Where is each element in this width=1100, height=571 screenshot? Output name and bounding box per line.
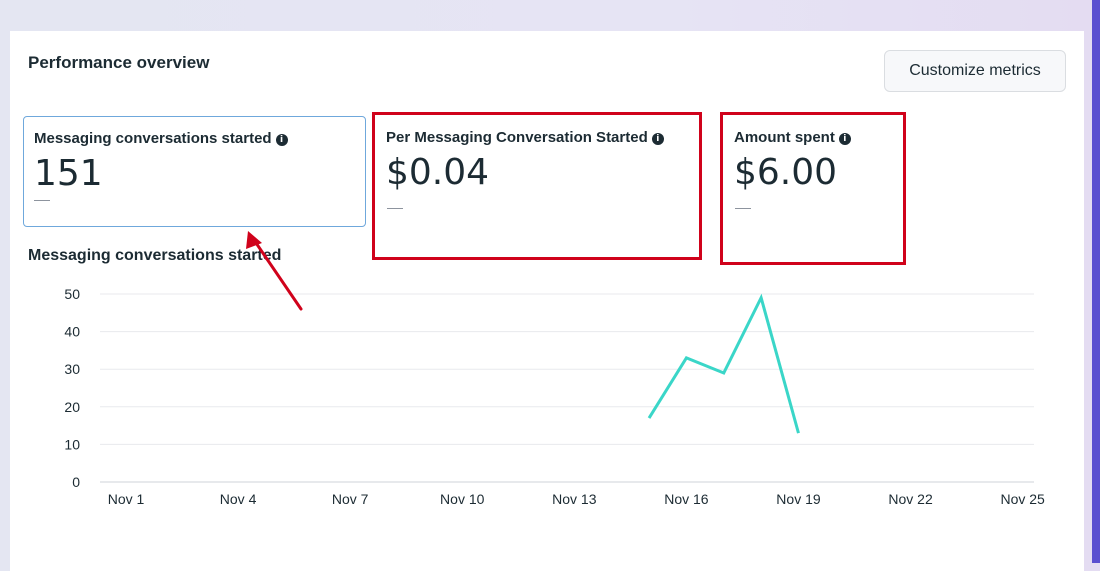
metric-change xyxy=(735,208,751,209)
metric-label: Per Messaging Conversation Started i xyxy=(386,129,664,146)
metric-value: $0.04 xyxy=(386,152,490,193)
y-tick-label: 50 xyxy=(64,286,80,302)
right-edge-strip xyxy=(1092,0,1100,563)
metric-label: Amount spent i xyxy=(734,129,851,146)
x-tick-label: Nov 19 xyxy=(776,491,821,507)
performance-overview-panel: Performance overview Customize metrics M… xyxy=(10,31,1084,571)
page-title: Performance overview xyxy=(28,53,210,72)
metric-card-cost-per-conversation[interactable]: Per Messaging Conversation Started i $0.0… xyxy=(373,112,700,257)
line-chart: 0 10 20 30 40 50 Nov 1 Nov 4 Nov 7 Nov 10 Nov 13 No… xyxy=(64,286,1045,507)
info-icon[interactable]: i xyxy=(651,133,664,145)
x-tick-label: Nov 4 xyxy=(220,491,257,507)
x-tick-label: Nov 1 xyxy=(108,491,145,507)
metric-change xyxy=(387,208,403,209)
metric-card-conversations[interactable]: Messaging conversations started i 151 xyxy=(23,116,366,227)
x-tick-label: Nov 16 xyxy=(664,491,709,507)
x-tick-label: Nov 7 xyxy=(332,491,369,507)
y-tick-label: 30 xyxy=(64,361,80,377)
info-icon[interactable]: i xyxy=(838,133,851,145)
y-tick-label: 10 xyxy=(64,436,80,452)
y-tick-label: 0 xyxy=(72,474,80,490)
x-tick-label: Nov 25 xyxy=(1000,491,1045,507)
x-tick-label: Nov 10 xyxy=(440,491,485,507)
metric-value: $6.00 xyxy=(734,152,838,193)
y-tick-label: 20 xyxy=(64,399,80,415)
x-tick-label: Nov 22 xyxy=(888,491,933,507)
x-tick-label: Nov 13 xyxy=(552,491,597,507)
metric-value: 151 xyxy=(34,153,103,194)
metric-card-amount-spent[interactable]: Amount spent i $6.00 xyxy=(721,112,905,264)
series-line xyxy=(647,293,800,434)
chart-title: Messaging conversations started xyxy=(28,247,282,264)
customize-metrics-button[interactable]: Customize metrics xyxy=(884,50,1066,92)
y-tick-label: 40 xyxy=(64,324,80,340)
metric-change xyxy=(34,200,50,201)
metric-label: Messaging conversations started i xyxy=(34,130,288,147)
info-icon[interactable]: i xyxy=(275,134,288,146)
